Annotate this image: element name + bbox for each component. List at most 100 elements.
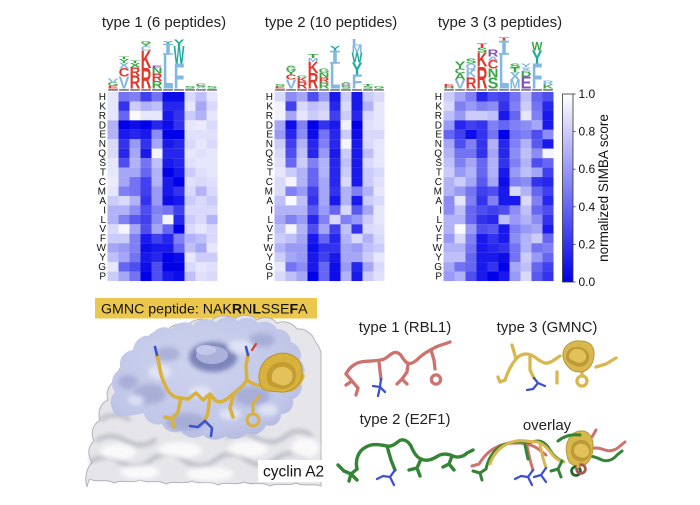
- svg-text:E: E: [266, 130, 273, 141]
- svg-text:I: I: [439, 205, 442, 216]
- svg-text:R: R: [152, 73, 163, 84]
- svg-text:0.2: 0.2: [579, 237, 596, 251]
- svg-text:R: R: [130, 66, 141, 79]
- svg-text:G: G: [286, 67, 297, 72]
- svg-text:Y: Y: [174, 39, 186, 49]
- svg-text:Y: Y: [141, 43, 152, 47]
- svg-text:W: W: [174, 43, 185, 71]
- svg-text:W: W: [532, 41, 544, 54]
- svg-text:K: K: [99, 101, 106, 112]
- svg-text:G: G: [265, 262, 273, 273]
- svg-text:A: A: [488, 56, 499, 62]
- svg-text:D: D: [435, 120, 442, 131]
- svg-text:R: R: [435, 111, 442, 122]
- svg-text:type 1 (RBL1): type 1 (RBL1): [359, 319, 452, 336]
- svg-text:T: T: [363, 83, 375, 87]
- svg-text:X: X: [510, 71, 522, 84]
- svg-text:D: D: [99, 120, 106, 131]
- svg-text:D: D: [266, 120, 273, 131]
- svg-text:L: L: [163, 44, 174, 99]
- svg-text:C: C: [99, 177, 106, 188]
- svg-text:G: G: [374, 86, 385, 90]
- svg-text:A: A: [286, 65, 298, 69]
- svg-text:K: K: [297, 77, 308, 83]
- svg-text:G: G: [98, 262, 106, 273]
- svg-text:R: R: [319, 76, 331, 84]
- svg-text:0.6: 0.6: [579, 162, 596, 176]
- svg-text:K: K: [435, 101, 442, 112]
- svg-text:D: D: [521, 70, 532, 78]
- svg-text:G: G: [141, 41, 152, 45]
- svg-text:Y: Y: [455, 61, 466, 72]
- svg-text:Y: Y: [330, 45, 342, 53]
- svg-text:V: V: [119, 73, 130, 93]
- svg-text:A: A: [455, 72, 466, 81]
- svg-text:type 2 (E2F1): type 2 (E2F1): [360, 411, 451, 428]
- svg-text:W: W: [97, 243, 107, 254]
- svg-text:L: L: [267, 215, 273, 226]
- svg-text:E: E: [275, 85, 286, 89]
- svg-text:S: S: [363, 85, 374, 89]
- svg-text:Y: Y: [163, 40, 174, 44]
- svg-text:Y: Y: [119, 58, 131, 64]
- svg-text:1.0: 1.0: [579, 87, 596, 101]
- svg-text:type 1 (6 peptides): type 1 (6 peptides): [102, 14, 226, 31]
- svg-text:Y: Y: [99, 253, 106, 264]
- svg-text:H: H: [444, 86, 455, 90]
- svg-text:A: A: [266, 196, 273, 207]
- svg-text:Q: Q: [466, 62, 477, 71]
- svg-text:T: T: [510, 66, 522, 74]
- svg-text:S: S: [266, 158, 273, 169]
- svg-text:P: P: [99, 272, 106, 283]
- svg-text:cyclin A2: cyclin A2: [263, 464, 324, 481]
- svg-text:T: T: [100, 168, 106, 179]
- svg-text:M: M: [98, 186, 106, 197]
- svg-text:W: W: [433, 243, 443, 254]
- svg-text:V: V: [99, 224, 106, 235]
- svg-text:M: M: [265, 186, 273, 197]
- svg-text:type 2 (10 peptides): type 2 (10 peptides): [265, 14, 398, 31]
- svg-text:T: T: [130, 60, 142, 64]
- svg-text:A: A: [341, 81, 353, 85]
- svg-text:R: R: [266, 111, 273, 122]
- svg-text:F: F: [436, 234, 442, 245]
- svg-text:H: H: [435, 92, 442, 103]
- svg-text:T: T: [267, 168, 273, 179]
- svg-text:S: S: [466, 57, 477, 65]
- svg-text:T: T: [308, 53, 319, 59]
- svg-text:G: G: [341, 83, 352, 87]
- svg-text:Q: Q: [434, 149, 442, 160]
- svg-text:A: A: [196, 86, 208, 89]
- svg-text:A: A: [435, 196, 442, 207]
- svg-text:type 3 (GMNC): type 3 (GMNC): [497, 319, 598, 336]
- svg-text:N: N: [319, 71, 330, 79]
- svg-text:I: I: [270, 205, 273, 216]
- svg-text:overlay: overlay: [523, 417, 572, 434]
- svg-text:M: M: [510, 79, 521, 92]
- svg-text:X: X: [521, 67, 533, 73]
- svg-text:L: L: [499, 44, 510, 99]
- svg-text:C: C: [455, 67, 467, 75]
- svg-text:R: R: [297, 81, 309, 92]
- svg-text:K: K: [266, 101, 273, 112]
- svg-text:M: M: [352, 45, 363, 56]
- svg-text:R: R: [130, 74, 141, 94]
- svg-text:E: E: [521, 73, 532, 93]
- svg-text:N: N: [435, 139, 442, 150]
- svg-text:Y: Y: [352, 59, 363, 79]
- svg-text:Q: Q: [98, 149, 106, 160]
- svg-text:R: R: [543, 80, 554, 86]
- svg-text:T: T: [119, 56, 131, 60]
- svg-text:V: V: [108, 78, 120, 84]
- svg-text:K: K: [466, 68, 477, 81]
- svg-text:S: S: [341, 85, 352, 89]
- svg-text:V: V: [435, 224, 442, 235]
- svg-text:X: X: [130, 62, 142, 70]
- svg-text:E: E: [152, 65, 163, 69]
- svg-text:R: R: [141, 62, 152, 95]
- svg-text:P: P: [435, 272, 442, 283]
- svg-text:C: C: [488, 59, 499, 72]
- svg-text:type 3 (3 peptides): type 3 (3 peptides): [438, 14, 562, 31]
- svg-text:C: C: [119, 67, 130, 80]
- svg-text:F: F: [352, 72, 363, 94]
